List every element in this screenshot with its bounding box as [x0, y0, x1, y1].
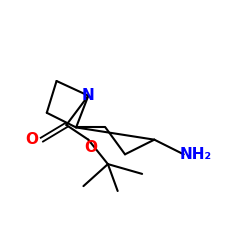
Text: NH₂: NH₂: [180, 147, 212, 162]
Text: O: O: [84, 140, 97, 154]
Text: O: O: [26, 132, 38, 147]
Text: N: N: [82, 88, 95, 103]
